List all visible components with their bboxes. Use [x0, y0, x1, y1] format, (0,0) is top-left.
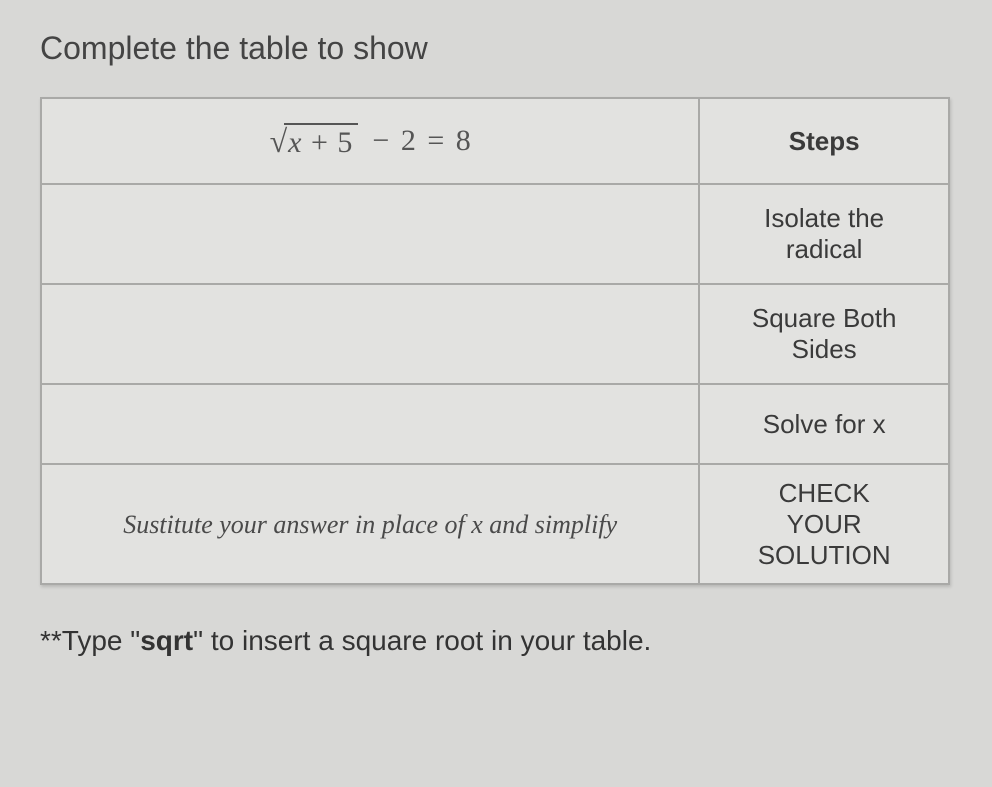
equals-op: = — [427, 124, 444, 157]
row-solve: Solve for x — [41, 384, 949, 464]
isolate-work-cell[interactable] — [41, 184, 699, 284]
radical: √ x + 5 — [270, 123, 359, 159]
solve-step-cell: Solve for x — [699, 384, 949, 464]
check-work-cell[interactable]: Sustitute your answer in place of x and … — [41, 464, 699, 584]
radicand-const: 5 — [337, 126, 352, 159]
square-work-cell[interactable] — [41, 284, 699, 384]
steps-table: √ x + 5 − 2 = 8 Steps — [40, 97, 950, 585]
footnote-suffix: " to insert a square root in your table. — [193, 625, 651, 656]
equation: √ x + 5 − 2 = 8 — [270, 123, 471, 159]
footnote-prefix: **Type " — [40, 625, 140, 656]
check-line2: YOUR — [701, 509, 947, 540]
substitute-hint: Sustitute your answer in place of x and … — [123, 510, 617, 539]
check-step-cell: CHECK YOUR SOLUTION — [699, 464, 949, 584]
minus-op: − — [372, 124, 389, 157]
check-line1: CHECK — [701, 478, 947, 509]
row-isolate: Isolate the radical — [41, 184, 949, 284]
row-square: Square Both Sides — [41, 284, 949, 384]
square-line1: Square Both — [701, 303, 947, 334]
sqrt-symbol: √ — [270, 125, 288, 157]
isolate-line1: Isolate the — [701, 203, 947, 234]
radicand: x + 5 — [284, 123, 358, 159]
check-line3: SOLUTION — [701, 540, 947, 571]
square-line2: Sides — [701, 334, 947, 365]
rhs: 8 — [456, 124, 471, 157]
isolate-step-cell: Isolate the radical — [699, 184, 949, 284]
instruction-text: Complete the table to show — [40, 30, 952, 67]
radicand-var: x — [288, 126, 301, 159]
square-step-cell: Square Both Sides — [699, 284, 949, 384]
after-const: 2 — [401, 124, 416, 157]
worksheet-page: Complete the table to show √ x + 5 − 2 — [0, 0, 992, 697]
solve-work-cell[interactable] — [41, 384, 699, 464]
table-header-row: √ x + 5 − 2 = 8 Steps — [41, 98, 949, 184]
footnote: **Type "sqrt" to insert a square root in… — [40, 625, 952, 657]
radicand-op: + — [311, 126, 328, 159]
isolate-line2: radical — [701, 234, 947, 265]
footnote-keyword: sqrt — [140, 625, 193, 656]
steps-header: Steps — [699, 98, 949, 184]
equation-rest: − 2 = 8 — [368, 124, 470, 158]
equation-cell: √ x + 5 − 2 = 8 — [41, 98, 699, 184]
row-check: Sustitute your answer in place of x and … — [41, 464, 949, 584]
